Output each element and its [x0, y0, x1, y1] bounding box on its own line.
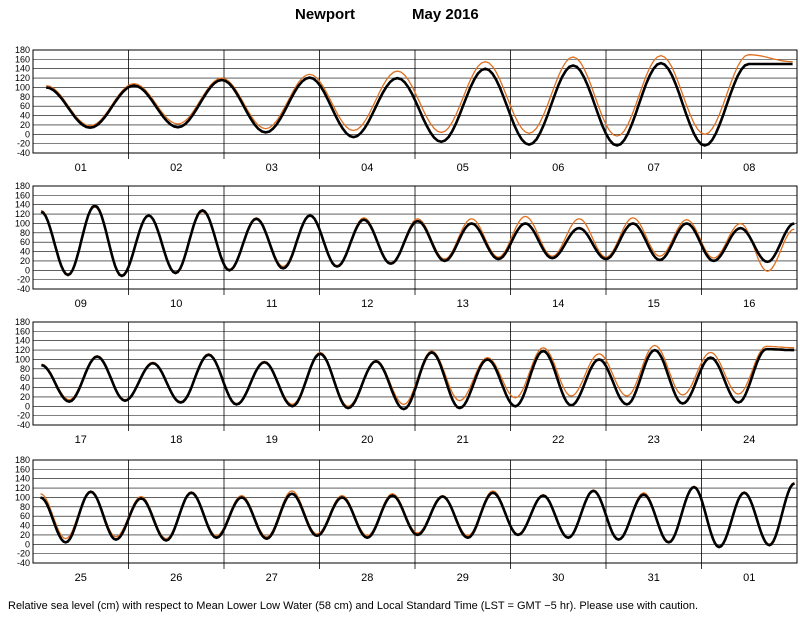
y-tick-label: 60 [20, 237, 30, 247]
day-label: 15 [648, 298, 660, 310]
y-tick-label: 40 [20, 521, 30, 531]
y-tick-label: 40 [20, 247, 30, 257]
day-label: 25 [75, 572, 87, 584]
day-label: 02 [170, 162, 182, 174]
y-tick-label: 20 [20, 530, 30, 540]
day-label: 06 [552, 162, 564, 174]
y-tick-label: 180 [15, 45, 30, 55]
day-label: 22 [552, 434, 564, 446]
y-tick-label: 160 [15, 54, 30, 64]
y-tick-label: 120 [15, 345, 30, 355]
y-tick-label: 80 [20, 228, 30, 238]
day-label: 16 [743, 298, 755, 310]
day-label: 28 [361, 572, 373, 584]
day-label: 20 [361, 434, 373, 446]
y-tick-label: 100 [15, 82, 30, 92]
y-tick-label: 20 [20, 120, 30, 130]
y-tick-label: -40 [17, 558, 30, 568]
day-label: 30 [552, 572, 564, 584]
panel-frame [32, 321, 798, 426]
day-label: 10 [170, 298, 182, 310]
y-tick-label: 80 [20, 364, 30, 374]
y-tick-label: 0 [25, 129, 30, 139]
y-tick-label: 40 [20, 383, 30, 393]
y-tick-label: 100 [15, 218, 30, 228]
day-label: 24 [743, 434, 755, 446]
y-tick-label: 60 [20, 373, 30, 383]
y-tick-label: -40 [17, 284, 30, 294]
y-tick-label: 120 [15, 209, 30, 219]
station-title: Newport [295, 6, 355, 23]
series-line-orange [46, 54, 793, 137]
y-tick-label: 40 [20, 111, 30, 121]
day-label: 07 [648, 162, 660, 174]
y-tick-label: 180 [15, 455, 30, 465]
day-label: 31 [648, 572, 660, 584]
day-label: 09 [75, 298, 87, 310]
day-label: 18 [170, 434, 182, 446]
y-tick-label: -20 [17, 549, 30, 559]
y-tick-label: 100 [15, 354, 30, 364]
y-tick-label: 0 [25, 265, 30, 275]
y-tick-label: 60 [20, 511, 30, 521]
y-tick-label: 120 [15, 483, 30, 493]
y-tick-label: -40 [17, 420, 30, 430]
y-tick-label: 160 [15, 326, 30, 336]
day-label: 01 [743, 572, 755, 584]
series-line-black [41, 347, 795, 411]
day-label: 17 [75, 434, 87, 446]
y-tick-label: 140 [15, 200, 30, 210]
series-line-black [40, 204, 795, 278]
series-line-black [40, 482, 796, 549]
series-line-black [45, 61, 793, 147]
day-label: 11 [266, 298, 277, 310]
day-label: 03 [266, 162, 278, 174]
y-tick-label: 160 [15, 190, 30, 200]
day-label: 23 [648, 434, 660, 446]
day-label: 04 [361, 162, 373, 174]
y-tick-label: 20 [20, 256, 30, 266]
y-tick-label: 0 [25, 401, 30, 411]
y-tick-label: -20 [17, 139, 30, 149]
y-tick-label: 120 [15, 73, 30, 83]
y-tick-label: -20 [17, 411, 30, 421]
y-tick-label: 180 [15, 317, 30, 327]
day-label: 27 [266, 572, 278, 584]
day-label: 21 [457, 434, 469, 446]
day-label: 12 [361, 298, 373, 310]
footer-note: Relative sea level (cm) with respect to … [8, 600, 699, 612]
series-line-orange [40, 206, 795, 276]
panel-frame [32, 459, 798, 564]
panel-frame [32, 49, 798, 154]
y-tick-label: 60 [20, 101, 30, 111]
y-tick-label: 0 [25, 539, 30, 549]
y-tick-label: 160 [15, 464, 30, 474]
day-label: 19 [266, 434, 278, 446]
y-tick-label: -40 [17, 148, 30, 158]
y-tick-label: 80 [20, 502, 30, 512]
panel-frame [32, 185, 798, 290]
day-label: 01 [75, 162, 87, 174]
y-tick-label: 100 [15, 492, 30, 502]
day-label: 26 [170, 572, 182, 584]
day-label: 08 [743, 162, 755, 174]
y-tick-label: 140 [15, 336, 30, 346]
day-label: 13 [457, 298, 469, 310]
y-tick-label: 140 [15, 64, 30, 74]
y-tick-label: -20 [17, 275, 30, 285]
y-tick-label: 20 [20, 392, 30, 402]
day-label: 14 [552, 298, 564, 310]
y-tick-label: 80 [20, 92, 30, 102]
day-label: 05 [457, 162, 469, 174]
month-year-title: May 2016 [412, 6, 479, 23]
y-tick-label: 180 [15, 181, 30, 191]
day-label: 29 [457, 572, 469, 584]
y-tick-label: 140 [15, 474, 30, 484]
